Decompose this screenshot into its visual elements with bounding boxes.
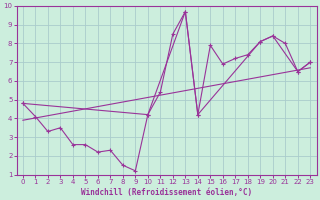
X-axis label: Windchill (Refroidissement éolien,°C): Windchill (Refroidissement éolien,°C) bbox=[81, 188, 252, 197]
